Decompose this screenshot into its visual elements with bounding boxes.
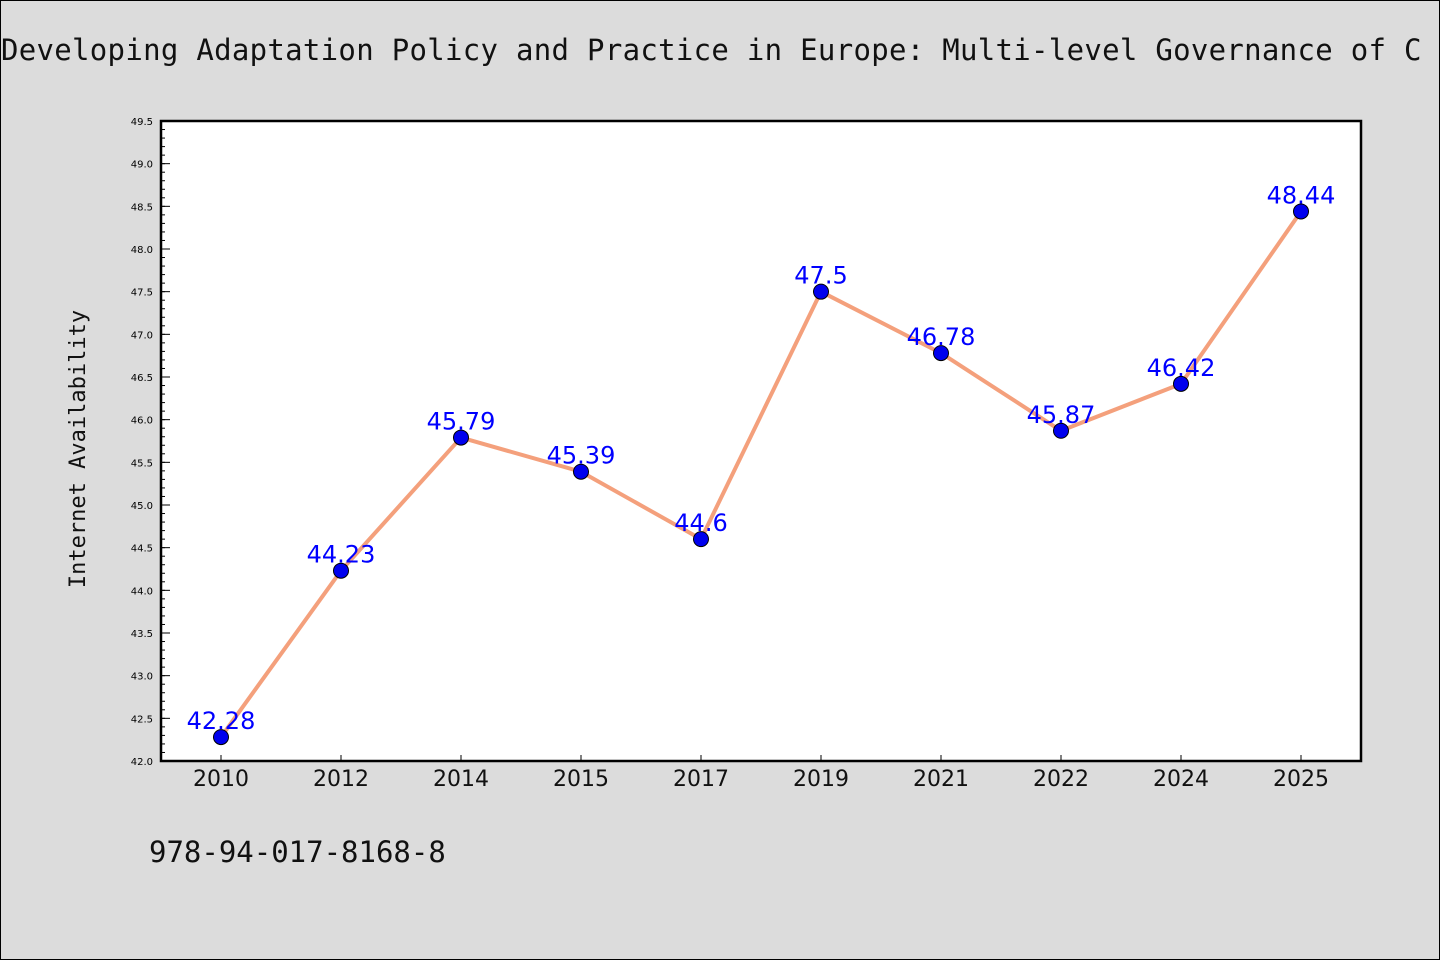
data-point <box>1173 375 1189 392</box>
data-label: 42.28 <box>187 707 256 735</box>
x-tick-label: 2024 <box>1153 767 1209 792</box>
plot-frame <box>159 119 1363 763</box>
data-label: 46.42 <box>1147 354 1216 382</box>
y-tick-label: 49.0 <box>131 160 153 171</box>
y-tick-label: 42.5 <box>131 714 153 725</box>
data-label: 48.44 <box>1267 181 1336 209</box>
x-tick-label: 2012 <box>313 767 369 792</box>
data-label: 45.39 <box>547 442 616 470</box>
y-tick-label: 46.5 <box>131 373 153 384</box>
y-axis-label: Internet Availability <box>66 310 91 588</box>
y-tick-label: 43.5 <box>131 629 153 640</box>
x-tick-label: 2022 <box>1033 767 1089 792</box>
x-tick-label: 2021 <box>913 767 969 792</box>
y-tick-label: 42.0 <box>131 757 153 768</box>
data-point <box>573 463 589 480</box>
data-label: 45.87 <box>1027 401 1096 429</box>
x-tick-label: 2025 <box>1273 767 1329 792</box>
x-tick-label: 2014 <box>433 767 489 792</box>
data-label: 46.78 <box>907 323 976 351</box>
y-tick-label: 44.0 <box>131 586 153 597</box>
y-tick-label: 45.5 <box>131 458 153 469</box>
series-line <box>219 209 1303 740</box>
data-point <box>213 729 229 746</box>
y-tick-label: 43.0 <box>131 672 153 683</box>
y-tick-label: 47.5 <box>131 288 153 299</box>
data-label: 45.79 <box>427 408 496 436</box>
x-tick-label: 2010 <box>193 767 249 792</box>
y-tick-label: 44.5 <box>131 544 153 555</box>
plot-area <box>161 121 1361 761</box>
x-tick-label: 2015 <box>553 767 609 792</box>
y-tick-label: 45.0 <box>131 501 153 512</box>
y-tick-label: 46.0 <box>131 416 153 427</box>
y-tick-label: 49.5 <box>131 117 153 128</box>
data-point <box>933 345 949 362</box>
data-point <box>813 283 829 300</box>
y-tick-label: 47.0 <box>131 330 153 341</box>
data-label: 44.23 <box>307 541 376 569</box>
isbn-label: 978-94-017-8168-8 <box>149 835 446 869</box>
y-tick-label: 48.0 <box>131 245 153 256</box>
x-tick-label: 2017 <box>673 767 729 792</box>
data-point <box>693 531 709 548</box>
x-tick-label: 2019 <box>793 767 849 792</box>
data-label: 44.6 <box>674 509 727 537</box>
chart-title: Developing Adaptation Policy and Practic… <box>1 33 1422 67</box>
data-label: 47.5 <box>794 262 847 290</box>
data-point <box>333 562 349 579</box>
y-tick-label: 48.5 <box>131 202 153 213</box>
data-point <box>1053 422 1069 439</box>
data-point <box>1293 203 1309 220</box>
data-point <box>453 429 469 446</box>
